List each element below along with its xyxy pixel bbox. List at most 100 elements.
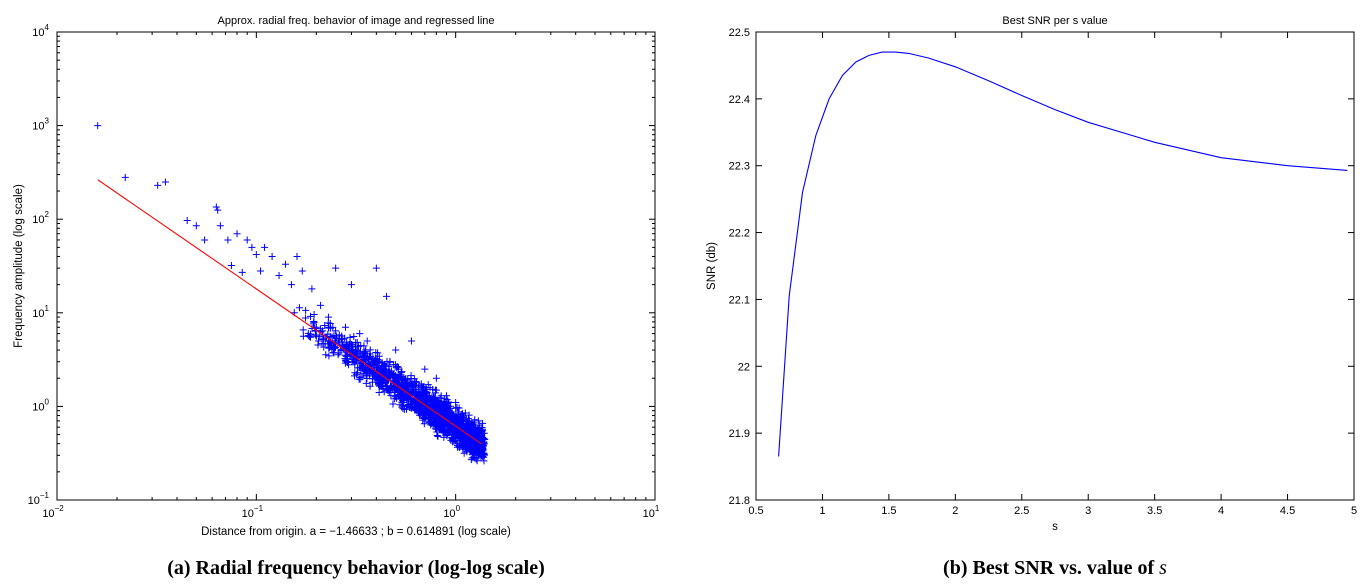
scatter-point — [431, 425, 439, 433]
scatter-point — [443, 392, 451, 400]
scatter-point — [473, 424, 481, 432]
scatter-point — [298, 267, 306, 275]
scatter-point — [436, 411, 444, 419]
scatter-point — [311, 331, 319, 339]
scatter-point — [275, 272, 283, 280]
scatter-point — [479, 419, 487, 427]
scatter-point — [436, 417, 444, 425]
caption-b: (b) Best SNR vs. value of s — [943, 557, 1167, 579]
scatter-point — [399, 395, 407, 403]
scatter-point — [344, 344, 352, 352]
scatter-point — [462, 437, 470, 445]
scatter-point — [233, 230, 241, 238]
scatter-point — [369, 375, 377, 383]
scatter-point — [455, 404, 463, 412]
scatter-point — [302, 314, 310, 322]
scatter-point — [299, 326, 307, 334]
scatter-point — [310, 318, 318, 326]
scatter-point — [372, 360, 380, 368]
scatter-point — [287, 281, 295, 289]
scatter-point — [305, 333, 313, 341]
scatter-point — [360, 342, 368, 350]
scatter-point — [317, 301, 325, 309]
scatter-point — [224, 236, 232, 244]
scatter-point — [477, 429, 485, 437]
scatter-point — [411, 391, 419, 399]
scatter-point — [257, 267, 265, 275]
scatter-point — [362, 379, 370, 387]
scatter-point — [407, 337, 415, 345]
scatter-point — [302, 306, 310, 314]
plot-area-a — [56, 31, 656, 501]
caption-a: (a) Radial frequency behavior (log-log s… — [167, 557, 545, 579]
scatter-point — [325, 352, 333, 360]
scatter-point — [377, 371, 385, 379]
scatter-point — [430, 408, 438, 416]
scatter-point — [311, 324, 319, 332]
y-tick-label: 22.1 — [729, 294, 750, 306]
scatter-point — [362, 346, 370, 354]
scatter-point — [331, 344, 339, 352]
scatter-point — [338, 335, 346, 343]
scatter-point — [212, 203, 220, 211]
scatter-point — [435, 408, 443, 416]
scatter-point — [399, 405, 407, 413]
scatter-point — [407, 372, 415, 380]
scatter-point — [433, 432, 441, 440]
scatter-point — [434, 433, 442, 441]
scatter-point — [312, 332, 320, 340]
y-tick-label: 102 — [32, 210, 49, 226]
scatter-point — [426, 412, 434, 420]
scatter-point — [362, 369, 370, 377]
x-tick-label: 2 — [952, 505, 958, 517]
scatter-point — [407, 403, 415, 411]
scatter-point — [474, 417, 482, 425]
scatter-point — [379, 385, 387, 393]
scatter-point — [398, 398, 406, 406]
scatter-point — [369, 369, 377, 377]
scatter-point — [400, 375, 408, 383]
scatter-point — [293, 252, 301, 260]
scatter-point — [386, 385, 394, 393]
scatter-point — [447, 418, 455, 426]
scatter-point — [334, 351, 342, 359]
scatter-point — [394, 365, 402, 373]
scatter-point — [201, 236, 209, 244]
scatter-point — [392, 346, 400, 354]
scatter-point — [328, 333, 336, 341]
scatter-point — [476, 446, 484, 454]
scatter-point — [94, 122, 102, 130]
scatter-point — [161, 178, 169, 186]
scatter-point — [438, 407, 446, 415]
scatter-point — [375, 363, 383, 371]
scatter-point — [268, 252, 276, 260]
scatter-point — [309, 320, 317, 328]
scatter-point — [459, 442, 467, 450]
y-tick-label: 21.9 — [729, 428, 750, 440]
scatter-point — [320, 343, 328, 351]
scatter-point — [448, 433, 456, 441]
y-tick-label: 104 — [32, 23, 49, 39]
scatter-point — [452, 399, 460, 407]
x-tick-label: 3 — [1085, 505, 1091, 517]
scatter-point — [353, 338, 361, 346]
scatter-point — [433, 428, 441, 436]
scatter-point — [436, 424, 444, 432]
chart-b-ylabel: SNR (db) — [706, 242, 718, 290]
y-tick-label: 103 — [32, 117, 49, 133]
y-tick-label: 22.3 — [729, 161, 750, 173]
scatter-point — [238, 268, 246, 276]
scatter-point — [422, 388, 430, 396]
chart-b-ticks: 0.5 1 1.5 2 2.5 3 3.5 4 4.5 521.821.92222.122.222… — [729, 27, 1357, 517]
scatter-point — [374, 349, 382, 357]
scatter-point — [386, 358, 394, 366]
scatter-point — [354, 350, 362, 358]
scatter-point — [468, 454, 476, 462]
scatter-point — [349, 346, 357, 354]
scatter-point — [375, 388, 383, 396]
scatter-point — [356, 330, 364, 338]
x-tick-label: 101 — [643, 504, 660, 520]
scatter-point — [460, 449, 468, 457]
scatter-point — [415, 392, 423, 400]
x-tick-label: 1.5 — [881, 505, 896, 517]
